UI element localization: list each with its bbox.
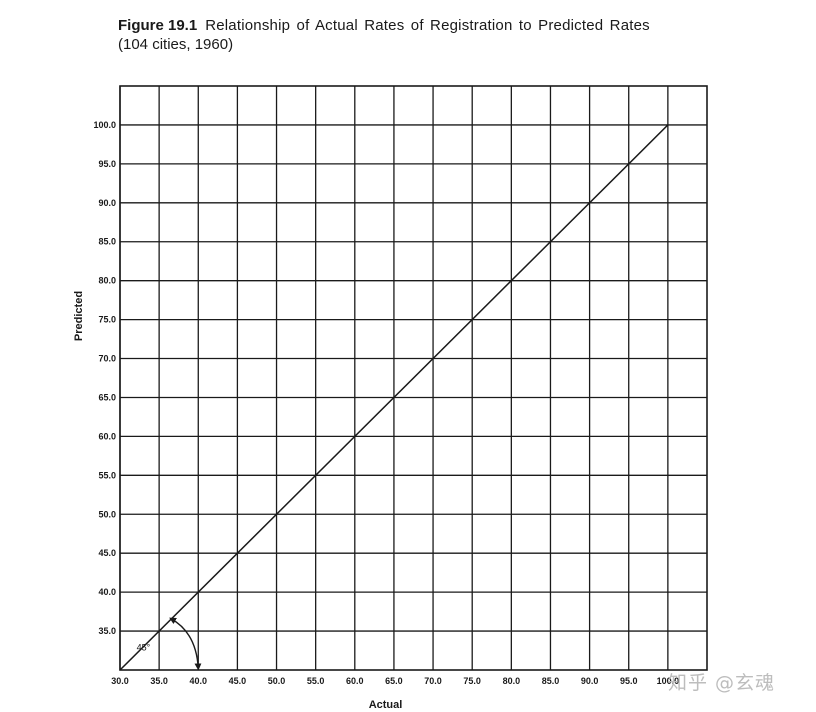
x-tick-label: 50.0 bbox=[268, 676, 286, 686]
x-tick-label: 35.0 bbox=[150, 676, 168, 686]
x-tick-label: 80.0 bbox=[503, 676, 521, 686]
y-tick-label: 75.0 bbox=[98, 315, 116, 325]
series-line bbox=[119, 124, 669, 671]
x-tick-label: 75.0 bbox=[463, 676, 481, 686]
figure-title: Relationship of Actual Rates of Registra… bbox=[205, 17, 650, 34]
x-tick-label: 55.0 bbox=[307, 676, 325, 686]
x-tick-label: 100.0 bbox=[657, 676, 680, 686]
y-tick-label: 70.0 bbox=[98, 354, 116, 364]
x-tick-label: 90.0 bbox=[581, 676, 599, 686]
plot-border bbox=[119, 85, 708, 671]
y-tick-label: 85.0 bbox=[98, 237, 116, 247]
y-tick-label: 45.0 bbox=[98, 548, 116, 558]
angle-annotation: 45° bbox=[137, 643, 151, 653]
y-tick-label: 40.0 bbox=[98, 587, 116, 597]
series bbox=[119, 124, 669, 671]
x-tick-label: 40.0 bbox=[190, 676, 208, 686]
x-axis-label: Actual bbox=[369, 699, 403, 711]
y-tick-label: 80.0 bbox=[98, 276, 116, 286]
watermark: 知乎 @玄魂 bbox=[668, 672, 776, 694]
y-tick-label: 100.0 bbox=[93, 120, 116, 130]
y-tick-label: 90.0 bbox=[98, 198, 116, 208]
annotations: 45° bbox=[137, 617, 202, 671]
y-tick-label: 55.0 bbox=[98, 470, 116, 480]
x-tick-label: 70.0 bbox=[424, 676, 442, 686]
y-tick-label: 50.0 bbox=[98, 509, 116, 519]
y-tick-label: 65.0 bbox=[98, 392, 116, 402]
x-tick-label: 45.0 bbox=[229, 676, 247, 686]
x-tick-label: 95.0 bbox=[620, 676, 638, 686]
x-tick-labels: 30.0 35.0 40.0 45.0 50.0 55.0 60.0 65.0 70.0 75.0… bbox=[111, 676, 679, 686]
x-tick-label: 65.0 bbox=[385, 676, 403, 686]
y-tick-label: 60.0 bbox=[98, 431, 116, 441]
x-tick-label: 60.0 bbox=[346, 676, 364, 686]
x-tick-label: 85.0 bbox=[542, 676, 560, 686]
x-tick-label: 30.0 bbox=[111, 676, 129, 686]
figure-subtitle: (104 cities, 1960) bbox=[118, 36, 234, 53]
figure-label: Figure 19.1 bbox=[118, 17, 198, 34]
caption-title-line: Figure 19.1 Relationship of Actual Rates … bbox=[118, 16, 710, 35]
plot-frame bbox=[119, 85, 708, 671]
angle-arrow bbox=[169, 617, 202, 671]
figure-caption: Figure 19.1 Relationship of Actual Rates … bbox=[118, 16, 710, 54]
y-axis-label: Predicted bbox=[73, 291, 85, 341]
y-tick-label: 35.0 bbox=[98, 626, 116, 636]
y-tick-labels: 35.0 40.0 45.0 50.0 55.0 60.0 65.0 70.0 75.0 80.0… bbox=[93, 120, 116, 636]
y-tick-label: 95.0 bbox=[98, 159, 116, 169]
